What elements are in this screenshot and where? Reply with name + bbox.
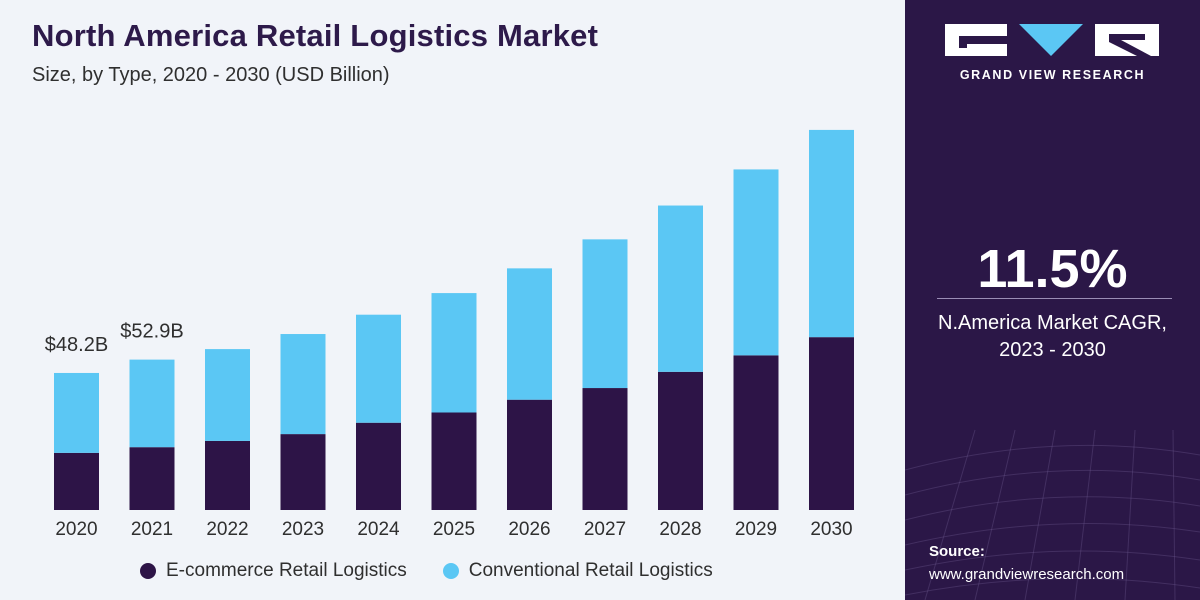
source-url[interactable]: www.grandviewresearch.com: [929, 566, 1125, 583]
divider: [937, 298, 1172, 299]
chart-legend: E-commerce Retail Logistics Conventional…: [140, 560, 749, 582]
brand-logo: GRAND VIEW RESEARCH: [945, 22, 1160, 82]
data-label-2021: $52.9B: [120, 321, 183, 343]
cagr-label-line1: N.America Market CAGR,: [938, 312, 1167, 334]
bar-conventional-retail-logistics-2027: [582, 239, 628, 389]
chart-subtitle: Size, by Type, 2020 - 2030 (USD Billion): [32, 64, 390, 86]
x-tick-label: 2021: [131, 519, 173, 540]
grid-pattern: [905, 429, 1200, 600]
x-tick-label: 2022: [206, 519, 248, 540]
x-tick-label: 2030: [810, 519, 852, 540]
source-label: Source:: [929, 543, 985, 560]
side-panel: GRAND VIEW RESEARCH 11.5% N.America Mark…: [905, 0, 1200, 600]
x-tick-label: 2029: [735, 519, 777, 540]
bar-conventional-retail-logistics-2028: [658, 205, 703, 372]
x-tick-label: 2020: [55, 519, 97, 540]
bar-e-commerce-retail-logistics-2024: [356, 422, 401, 510]
brand-name: GRAND VIEW RESEARCH: [959, 68, 1146, 82]
bar-e-commerce-retail-logistics-2027: [582, 388, 628, 510]
stacked-bar-chart: 2020 2021 2022 2023 2024 2025 2026 2027 2028 2029…: [45, 129, 854, 540]
bar-e-commerce-retail-logistics-2020: [54, 452, 99, 510]
bar-conventional-retail-logistics-2021: [129, 359, 175, 448]
bar-conventional-retail-logistics-2023: [280, 334, 326, 435]
chart-title: North America Retail Logistics Market: [32, 18, 599, 53]
legend-swatch-ecommerce: [140, 563, 156, 579]
x-tick-label: 2025: [433, 519, 475, 540]
x-tick-label: 2023: [282, 519, 324, 540]
bar-conventional-retail-logistics-2020: [54, 372, 99, 453]
chart-panel: North America Retail Logistics Market Si…: [0, 0, 905, 600]
legend-item-conventional: Conventional Retail Logistics: [442, 560, 713, 582]
cagr-label: N.America Market CAGR, 2023 - 2030: [905, 310, 1200, 364]
bar-conventional-retail-logistics-2026: [507, 268, 552, 400]
logo-icon: [945, 24, 1159, 56]
cagr-label-line2: 2023 - 2030: [999, 339, 1106, 361]
legend-swatch-conventional: [442, 563, 459, 579]
bar-e-commerce-retail-logistics-2022: [205, 440, 250, 510]
bar-conventional-retail-logistics-2024: [356, 314, 401, 423]
data-label-2020: $48.2B: [45, 334, 108, 356]
x-tick-label: 2028: [659, 519, 701, 540]
x-tick-label: 2026: [508, 519, 550, 540]
cagr-value: 11.5%: [977, 239, 1128, 299]
bar-e-commerce-retail-logistics-2026: [507, 399, 552, 510]
bar-e-commerce-retail-logistics-2030: [809, 337, 854, 510]
legend-label-conventional: Conventional Retail Logistics: [468, 560, 713, 581]
legend-item-ecommerce: E-commerce Retail Logistics: [140, 560, 407, 582]
bar-e-commerce-retail-logistics-2021: [129, 447, 175, 510]
x-tick-label: 2024: [357, 519, 400, 540]
x-tick-label: 2027: [584, 519, 626, 540]
bar-e-commerce-retail-logistics-2025: [431, 412, 477, 510]
bar-conventional-retail-logistics-2030: [809, 129, 854, 338]
bar-e-commerce-retail-logistics-2029: [733, 355, 779, 510]
bar-conventional-retail-logistics-2022: [205, 349, 250, 441]
bar-conventional-retail-logistics-2029: [733, 169, 779, 356]
bar-e-commerce-retail-logistics-2023: [280, 434, 326, 510]
bar-conventional-retail-logistics-2025: [431, 293, 477, 413]
bar-e-commerce-retail-logistics-2028: [658, 371, 703, 510]
legend-label-ecommerce: E-commerce Retail Logistics: [166, 560, 407, 581]
